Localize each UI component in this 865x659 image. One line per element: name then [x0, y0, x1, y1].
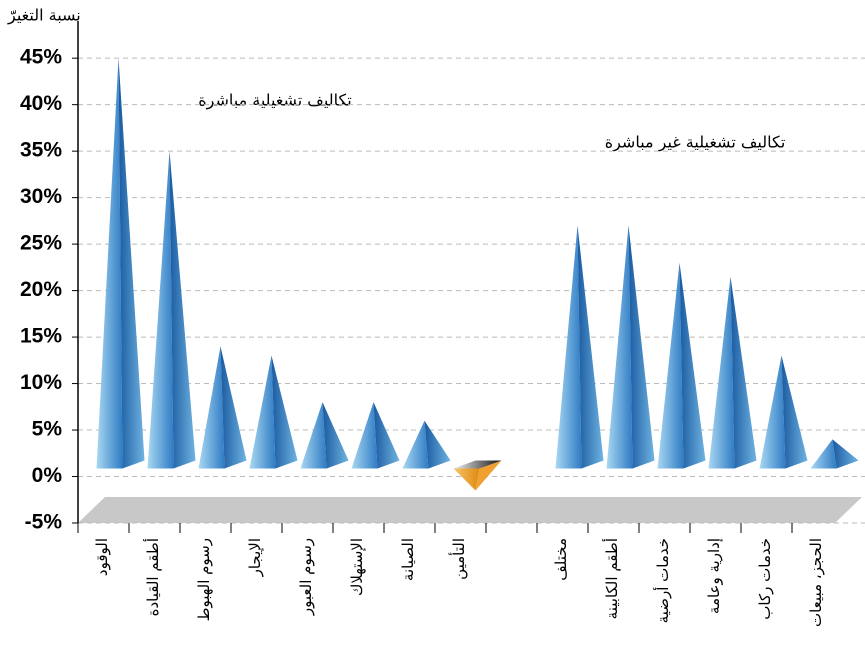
y-tick-label: 30% [20, 185, 62, 208]
y-tick-label: 15% [20, 325, 62, 348]
pyramid-face [373, 402, 400, 469]
x-tick-label: الإستهلاك [348, 538, 366, 596]
x-tick-label: رسوم الهبوط [195, 538, 213, 621]
x-tick-label: أطقم الكابينة [602, 538, 621, 619]
annotation: تكاليف تشغيلية غير مباشرة [605, 133, 786, 153]
pyramid-face [198, 346, 225, 469]
pyramid-face [606, 225, 633, 469]
x-tick-label: رسوم العبور [297, 538, 315, 616]
pyramid-face [832, 439, 859, 469]
y-tick-label: 45% [20, 46, 62, 69]
pyramid-face [169, 151, 196, 469]
bar [453, 460, 502, 491]
pyramid-top [453, 460, 502, 469]
pyramid-face [708, 276, 735, 469]
bar [300, 402, 349, 469]
annotation: تكاليف تشغيلية مباشرة [198, 91, 351, 111]
pyramid-face [759, 355, 786, 469]
pyramid-face [657, 262, 684, 469]
pyramid-face [453, 468, 480, 491]
y-axis-label: نسبة التغيرّ [7, 6, 81, 26]
x-tick-label: أطقم القيادة [143, 538, 162, 616]
y-tick-label: 25% [20, 232, 62, 255]
pyramid-face [781, 355, 808, 469]
bar [708, 276, 757, 469]
bar [351, 402, 400, 469]
y-tick-label: 20% [20, 278, 62, 301]
bar [198, 346, 247, 469]
x-tick-label: الإيجار [246, 538, 264, 577]
x-tick-label: خدمات أرضية [653, 538, 672, 623]
y-tick-label: 10% [20, 371, 62, 394]
pyramid-face [424, 420, 451, 469]
bar [249, 355, 298, 469]
x-tick-label: الوقود [93, 538, 111, 576]
bar [402, 420, 451, 469]
x-tick-label: خدمات ركاب [756, 538, 774, 620]
bar [555, 225, 604, 469]
bar [96, 58, 145, 469]
pyramid-face [147, 151, 174, 469]
y-tick-label: 5% [32, 418, 63, 441]
pyramid-face [402, 420, 429, 469]
pyramid-face [249, 355, 276, 469]
y-tick-label: 40% [20, 92, 62, 115]
floor [78, 497, 862, 523]
x-tick-label: مختلف [552, 538, 570, 581]
x-tick-label: الحجز، مبيعات [807, 538, 825, 627]
pyramid-face [475, 460, 502, 491]
x-tick-label: الصيانة [399, 538, 417, 581]
pyramid-face [679, 262, 706, 469]
pyramid-face [118, 58, 145, 469]
pyramid-face [96, 58, 123, 469]
x-tick-label: التأمين [448, 538, 468, 580]
pyramid-face [271, 355, 298, 469]
pyramid-face [220, 346, 247, 469]
pyramid-face [577, 225, 604, 469]
pyramid-face [628, 225, 655, 469]
y-tick-label: 0% [32, 464, 63, 487]
bar [759, 355, 808, 469]
x-tick-label: إدارية وعامة [705, 538, 723, 614]
bar [657, 262, 706, 469]
bar [606, 225, 655, 469]
pyramid-face [322, 402, 349, 469]
pyramid-face [730, 276, 757, 469]
pyramid-face [555, 225, 582, 469]
bar [810, 439, 859, 469]
pyramid-face [300, 402, 327, 469]
pyramid-face [351, 402, 378, 469]
y-tick-label: -5% [25, 511, 63, 534]
y-tick-label: 35% [20, 139, 62, 162]
pyramid-face [810, 439, 837, 469]
bar [147, 151, 196, 469]
